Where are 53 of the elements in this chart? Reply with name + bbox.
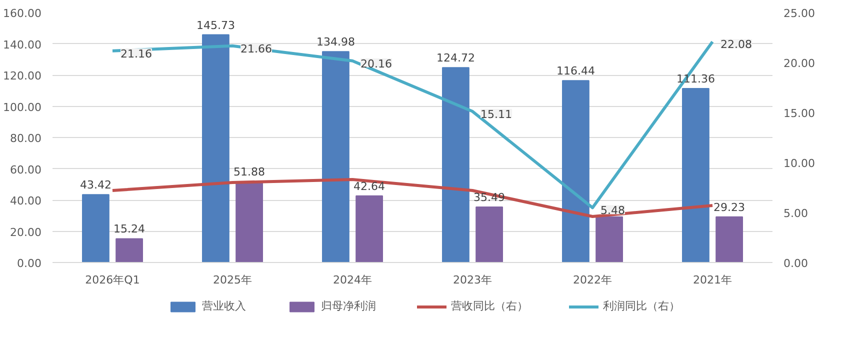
y-tick-label: 20.00 [10, 226, 42, 239]
x-tick-label: 2021年 [693, 274, 732, 286]
data-label: 22.08 [720, 38, 752, 52]
data-label: 15.11 [480, 108, 512, 121]
y-tick-label: 120.00 [3, 70, 42, 82]
data-label: 116.44 [556, 64, 595, 78]
bar [596, 216, 623, 262]
bar [356, 195, 383, 262]
data-label: 145.73 [196, 18, 235, 32]
y-tick-label: 0.00 [17, 257, 42, 270]
y2-tick-label: 15.00 [784, 107, 815, 120]
bar [716, 216, 743, 262]
legend-label: 归母净利润 [321, 298, 376, 314]
y2-tick-label: 0.00 [784, 257, 808, 270]
y2-tick-label: 20.00 [784, 57, 815, 70]
bar [476, 206, 503, 262]
data-label: 5.48 [600, 204, 625, 218]
bar [682, 88, 710, 262]
bar [202, 34, 230, 262]
legend-label: 利润同比（右） [603, 298, 680, 314]
data-label: 35.49 [474, 191, 506, 204]
x-tick-label: 2024年 [333, 274, 372, 286]
data-label: 15.24 [114, 222, 146, 236]
y-tick-label: 140.00 [3, 38, 42, 52]
data-label: 21.66 [240, 42, 272, 56]
x-tick-label: 2022年 [573, 274, 612, 286]
y2-tick-label: 25.00 [784, 7, 815, 20]
x-tick-label: 2026年Q1 [85, 274, 140, 286]
data-label: 43.42 [80, 178, 112, 192]
bar [442, 67, 470, 262]
x-tick-label: 2023年 [453, 274, 492, 286]
bar [562, 80, 590, 262]
y2-tick-label: 10.00 [784, 157, 815, 170]
y-tick-label: 160.00 [3, 7, 42, 20]
data-label: 134.98 [316, 36, 355, 49]
x-tick-label: 2025年 [213, 274, 252, 286]
data-label: 51.88 [234, 165, 266, 178]
bar [322, 51, 350, 262]
data-label: 20.16 [360, 57, 392, 70]
y2-tick-label: 5.00 [784, 207, 808, 220]
data-label: 21.16 [120, 47, 152, 60]
bar [82, 194, 110, 262]
y-tick-label: 60.00 [10, 163, 42, 176]
legend-label: 营业收入 [202, 298, 246, 314]
line-series [111, 178, 714, 218]
data-label: 29.23 [714, 200, 746, 214]
y-tick-label: 100.00 [3, 100, 42, 114]
y-tick-label: 80.00 [10, 132, 42, 145]
legend-label: 营收同比（右） [451, 298, 528, 314]
y-tick-label: 40.00 [10, 194, 42, 208]
bar [116, 238, 143, 262]
data-label: 124.72 [436, 52, 475, 65]
data-label: 42.64 [354, 180, 386, 193]
